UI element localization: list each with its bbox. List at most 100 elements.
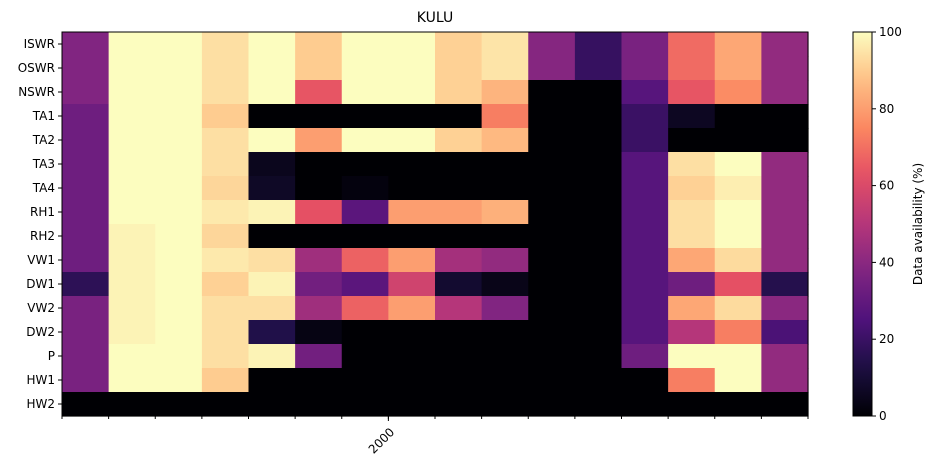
heatmap-cell [668,368,716,393]
heatmap-cell [528,80,576,105]
heatmap-cell [155,392,203,417]
y-tick-label: NSWR [18,85,55,99]
heatmap-cell [201,320,250,345]
heatmap-cell [761,32,809,57]
heatmap-cell [714,80,762,105]
heatmap-cell [761,368,809,393]
heatmap-cell [528,176,576,201]
heatmap-cell [248,56,296,81]
heatmap-cell [108,152,156,177]
heatmap-cell [621,320,669,345]
heatmap-cell [714,176,762,201]
heatmap-cell [295,296,343,321]
heatmap-cell [668,320,716,345]
y-tick-label: ISWR [24,37,55,51]
heatmap-cell [388,320,436,345]
heatmap-cell [155,152,203,177]
heatmap-cell [248,200,296,225]
heatmap-cell [62,296,110,321]
heatmap-cell [201,224,250,249]
heatmap-cell [574,176,623,201]
heatmap-cell [435,272,483,297]
heatmap-cell [248,176,296,201]
colorbar: 0 20 40 60 80 100 Data availability (%) [852,25,925,423]
heatmap-cell [714,224,762,249]
heatmap-cell [108,320,156,345]
heatmap-cell [668,104,716,129]
heatmap-cell [435,80,483,105]
heatmap-cell [761,344,809,369]
heatmap-cell [201,152,250,177]
heatmap-cell [714,104,762,129]
heatmap-cell [155,128,203,153]
heatmap-cell [341,128,389,153]
colorbar-tick-label: 80 [879,102,894,116]
heatmap-cell [574,224,623,249]
heatmap-cell [108,200,156,225]
heatmap-cell [621,56,669,81]
heatmap-cell [388,32,436,57]
heatmap-cell [621,32,669,57]
heatmap-cell [621,200,669,225]
heatmap-cell [388,272,436,297]
heatmap-cell [388,80,436,105]
heatmap-cell [62,128,110,153]
heatmap-cell [574,344,623,369]
heatmap-cell [574,320,623,345]
heatmap-cell [248,272,296,297]
colorbar-tick-label: 20 [879,332,894,346]
colorbar-tick-label: 40 [879,255,894,269]
heatmap-cell [295,152,343,177]
heatmap-cell [668,248,716,273]
heatmap-cell [481,200,529,225]
heatmap-cell [435,224,483,249]
heatmap-cell [388,104,436,129]
heatmap-cell [108,344,156,369]
heatmap-cell [295,104,343,129]
heatmap-cell [574,128,623,153]
heatmap-cell [761,200,809,225]
heatmap-cell [481,224,529,249]
heatmap-cell [108,80,156,105]
heatmap-cell [248,32,296,57]
colorbar-tick-label: 60 [879,179,894,193]
heatmap-cell [714,272,762,297]
heatmap-cell [528,368,576,393]
heatmap-cell [155,80,203,105]
colorbar-label: Data availability (%) [911,163,925,285]
heatmap-cell [481,392,529,417]
x-tick-label: 2000 [366,425,397,456]
heatmap-cell [248,368,296,393]
heatmap-cell [761,80,809,105]
y-tick-label: RH1 [30,205,55,219]
heatmap-cell [435,248,483,273]
heatmap-cell [668,392,716,417]
heatmap-cell [108,176,156,201]
heatmap-cell [574,80,623,105]
heatmap-cell [621,80,669,105]
heatmap-cell [108,392,156,417]
heatmap-cell [668,152,716,177]
heatmap-cell [201,56,250,81]
heatmap-cell [574,152,623,177]
heatmap-cell [574,368,623,393]
heatmap-cell [108,248,156,273]
heatmap-cell [528,200,576,225]
y-tick-label: VW2 [27,301,55,315]
heatmap-cell [714,128,762,153]
heatmap-cell [621,344,669,369]
heatmap-cell [155,272,203,297]
heatmap-cell [388,248,436,273]
heatmap-cell [714,392,762,417]
heatmap-cell [388,344,436,369]
heatmap-cell [295,248,343,273]
heatmap-cell [714,56,762,81]
heatmap-cell [108,368,156,393]
heatmap-cell [62,80,110,105]
heatmap-cell [435,320,483,345]
heatmap-cell [388,176,436,201]
y-tick-label: TA1 [32,109,55,123]
heatmap-cell [108,128,156,153]
heatmap-cell [201,344,250,369]
